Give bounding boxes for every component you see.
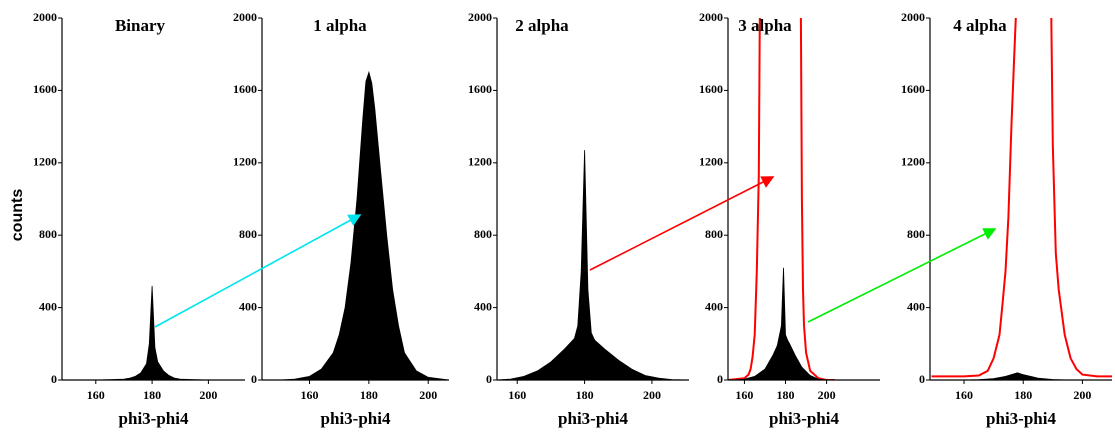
y-tick-label: 400 [907,299,925,313]
y-tick-label: 2000 [699,10,723,24]
y-tick-label: 1600 [233,82,257,96]
y-tick-label: 0 [51,372,57,386]
x-tick-label: 200 [1073,388,1091,402]
panel-title: 2 alpha [515,16,569,35]
panel-title: 3 alpha [738,16,792,35]
y-axis-label: counts [9,189,26,242]
panel: 0 400 800 1200 1600 2000 160 180 200 1 alpha phi3-… [233,10,449,428]
x-tick-label: 180 [1014,388,1032,402]
y-tick-label: 1200 [233,155,257,169]
x-tick-label: 160 [955,388,973,402]
arrow [589,176,775,271]
x-tick-label: 160 [508,388,526,402]
y-tick-label: 400 [705,299,723,313]
panel: 0 400 800 1200 1600 2000 160 180 200 Binary phi3-p… [33,10,245,428]
histogram-area [734,267,835,380]
x-tick-label: 160 [735,388,753,402]
histogram-line [931,17,1112,378]
y-tick-label: 2000 [33,10,57,24]
y-tick-label: 1600 [468,82,492,96]
panel-title: Binary [115,16,166,35]
y-tick-label: 400 [39,299,57,313]
histogram-area [62,285,243,380]
y-tick-label: 800 [474,227,492,241]
x-tick-label: 200 [419,388,437,402]
x-tick-label: 180 [777,388,795,402]
y-tick-label: 1200 [699,155,723,169]
y-tick-label: 0 [919,372,925,386]
histogram-area [963,372,1068,380]
y-tick-label: 1200 [33,155,57,169]
y-tick-label: 1600 [901,82,925,96]
histogram-area [497,150,689,380]
x-tick-label: 200 [818,388,836,402]
y-tick-label: 2000 [233,10,257,24]
y-tick-label: 0 [251,372,257,386]
x-tick-label: 180 [360,388,378,402]
arrow [154,214,362,328]
y-tick-label: 800 [239,227,257,241]
x-tick-label: 200 [199,388,217,402]
y-tick-label: 800 [705,227,723,241]
y-tick-label: 400 [239,299,257,313]
y-tick-label: 1600 [699,82,723,96]
x-tick-label: 160 [87,388,105,402]
panel: 0 400 800 1200 1600 2000 160 180 200 2 alpha phi3-… [468,10,689,428]
y-tick-label: 2000 [901,10,925,24]
y-tick-label: 400 [474,299,492,313]
y-tick-label: 0 [486,372,492,386]
panel: 0 400 800 1200 1600 2000 160 180 200 3 alpha phi3-… [699,10,880,428]
panel-title: 4 alpha [953,16,1007,35]
x-tick-label: 180 [143,388,161,402]
y-tick-label: 800 [39,227,57,241]
panel-title: 1 alpha [313,16,367,35]
y-tick-label: 1600 [33,82,57,96]
y-tick-label: 2000 [468,10,492,24]
x-axis-label: phi3-phi4 [321,409,391,428]
x-tick-label: 180 [576,388,594,402]
x-tick-label: 160 [300,388,318,402]
x-axis-label: phi3-phi4 [986,409,1056,428]
y-tick-label: 0 [717,372,723,386]
x-tick-label: 200 [643,388,661,402]
y-tick-label: 1200 [468,155,492,169]
panel: 0 400 800 1200 1600 2000 160 180 200 4 alpha phi3-… [901,10,1112,428]
y-tick-label: 1200 [901,155,925,169]
y-tick-label: 800 [907,227,925,241]
x-axis-label: phi3-phi4 [119,409,189,428]
arrow [807,228,997,323]
x-axis-label: phi3-phi4 [769,409,839,428]
x-axis-label: phi3-phi4 [558,409,628,428]
histogram-area [262,70,449,380]
